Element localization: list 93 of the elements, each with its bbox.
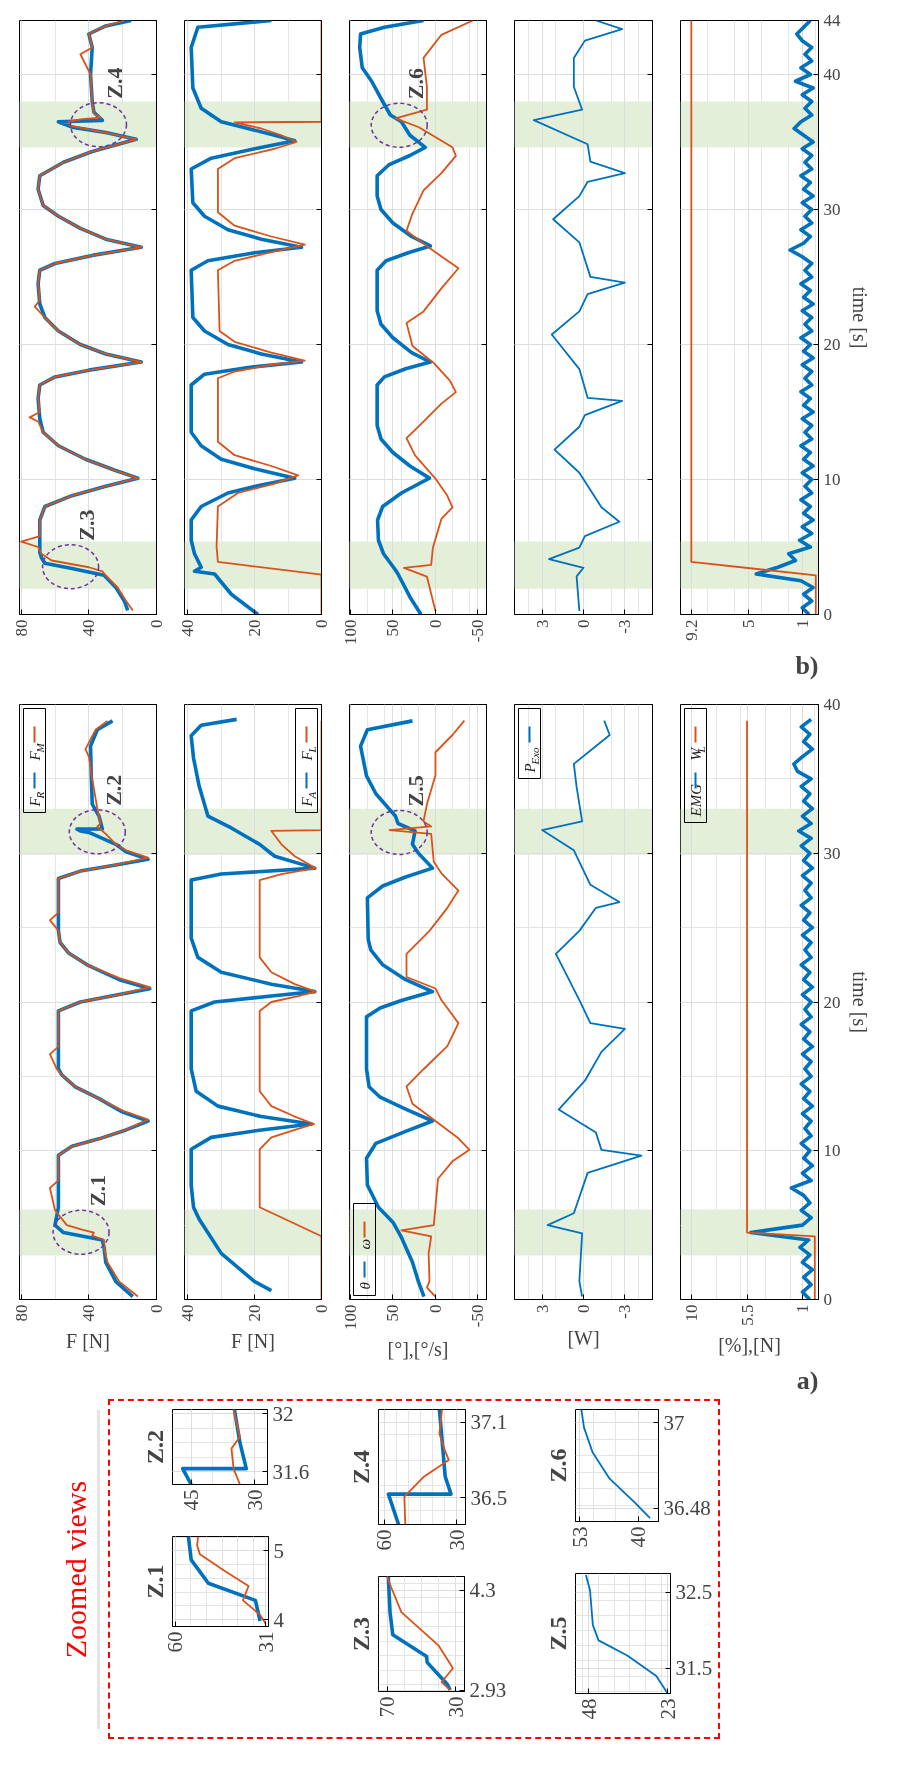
x-tick-label: 31 — [253, 1631, 278, 1653]
x-tick-label: 1 — [792, 1304, 812, 1313]
legend-label: FA — [298, 791, 318, 808]
y-tick-label: 44 — [823, 11, 841, 30]
y-tick-label: 2.93 — [469, 1678, 507, 1703]
x-tick-label: 0 — [312, 619, 331, 628]
x-tick-label: 5 — [738, 619, 758, 628]
x-tick-label: 30 — [443, 1696, 468, 1718]
legend-label: θ — [356, 1281, 373, 1290]
annotation: Z.2 — [100, 774, 126, 806]
x-tick-label: 5.5 — [737, 1304, 757, 1326]
x-tick-label: 53 — [567, 1526, 592, 1548]
legend-label: FR — [26, 791, 46, 808]
legend-label: EMG — [687, 783, 704, 818]
text: Z.3 — [347, 1616, 374, 1651]
x-tick-label: 100 — [340, 1304, 360, 1330]
x-tick-label: 0 — [574, 619, 593, 628]
x-tick-label: -3 — [615, 1304, 635, 1319]
legend-label: PExo — [521, 746, 541, 774]
x-tick-label: 40 — [79, 619, 99, 637]
y-tick-label: 40 — [823, 695, 841, 714]
x-tick-label: 9.2 — [681, 619, 701, 641]
legend-label: ω — [356, 1238, 373, 1250]
x-tick-label: 40 — [626, 1526, 651, 1548]
text: Zoomed views — [58, 1480, 92, 1659]
x-tick-label: -3 — [615, 619, 635, 634]
x-tick-label: 3 — [532, 619, 552, 628]
x-tick-label: 70 — [375, 1696, 400, 1718]
x-tick-label: 60 — [163, 1631, 188, 1653]
y-tick-label: 20 — [823, 992, 841, 1012]
text: b) — [795, 650, 819, 680]
y-tick-label: 32.5 — [675, 1580, 713, 1605]
x-tick-label: 60 — [372, 1529, 397, 1551]
y-axis-title: time [s] — [848, 286, 871, 349]
x-tick-label: 48 — [576, 1698, 601, 1720]
x-tick-label: 0 — [147, 619, 166, 628]
y-tick-label: 32 — [272, 1401, 294, 1426]
x-axis-title: [°],[°/s] — [387, 1338, 449, 1360]
y-tick-label: 20 — [823, 335, 841, 354]
y-tick-label: 10 — [823, 470, 841, 489]
x-tick-label: 0 — [312, 1304, 331, 1313]
x-tick-label: 45 — [179, 1489, 204, 1511]
legend-label: WL — [687, 746, 707, 761]
text: Z.4 — [347, 1449, 374, 1484]
x-tick-label: 80 — [11, 1304, 31, 1322]
x-tick-label: 50 — [383, 619, 403, 637]
x-tick-label: 1 — [792, 619, 812, 628]
y-tick-label: 31.6 — [272, 1459, 310, 1484]
x-tick-label: 0 — [425, 619, 445, 628]
x-tick-label: 40 — [178, 1304, 198, 1322]
y-tick-label: 36.5 — [470, 1485, 508, 1510]
y-tick-label: 10 — [823, 1141, 841, 1161]
annotation: Z.6 — [402, 68, 428, 100]
y-tick-label: 31.5 — [675, 1656, 713, 1681]
x-tick-label: 23 — [655, 1698, 680, 1720]
x-tick-label: 3 — [532, 1304, 552, 1313]
x-tick-label: 30 — [444, 1529, 469, 1551]
x-tick-label: 0 — [574, 1304, 593, 1313]
x-axis-title: F [N] — [231, 1329, 275, 1352]
y-axis-title: time [s] — [848, 971, 871, 1033]
annotation: Z.1 — [84, 1175, 110, 1207]
x-tick-label: -50 — [468, 619, 488, 643]
annotation: Z.3 — [74, 509, 100, 541]
x-tick-label: 40 — [178, 619, 198, 637]
x-tick-label: 40 — [79, 1304, 99, 1322]
y-tick-label: 4 — [273, 1607, 285, 1632]
x-axis-title: [%],[N] — [718, 1333, 781, 1356]
y-tick-label: 4.3 — [469, 1578, 496, 1603]
x-tick-label: 0 — [425, 1304, 445, 1313]
x-tick-label: 20 — [245, 1304, 265, 1322]
y-tick-label: 30 — [823, 843, 841, 863]
y-tick-label: 30 — [823, 200, 841, 219]
legend-label: FM — [26, 742, 46, 762]
legend-label: FL — [298, 746, 318, 762]
x-tick-label: 100 — [340, 619, 360, 645]
y-tick-label: 40 — [823, 65, 841, 84]
text: Z.5 — [544, 1616, 571, 1651]
text: Z.2 — [141, 1429, 168, 1464]
x-axis-title: [W] — [567, 1326, 600, 1349]
y-tick-label: 37.1 — [470, 1410, 508, 1435]
y-tick-label: 37 — [663, 1410, 685, 1435]
text: a) — [796, 1365, 819, 1395]
annotation: Z.5 — [402, 775, 428, 807]
x-tick-label: 80 — [11, 619, 31, 637]
x-tick-label: 20 — [245, 619, 265, 637]
annotation: Z.4 — [101, 67, 127, 99]
text: Z.6 — [544, 1448, 571, 1483]
x-tick-label: 0 — [147, 1304, 166, 1313]
x-axis-title: F [N] — [66, 1329, 110, 1352]
text: Z.1 — [141, 1564, 168, 1599]
x-tick-label: -50 — [468, 1304, 488, 1328]
x-tick-label: 50 — [383, 1304, 403, 1322]
y-tick-label: 36.48 — [663, 1496, 711, 1521]
